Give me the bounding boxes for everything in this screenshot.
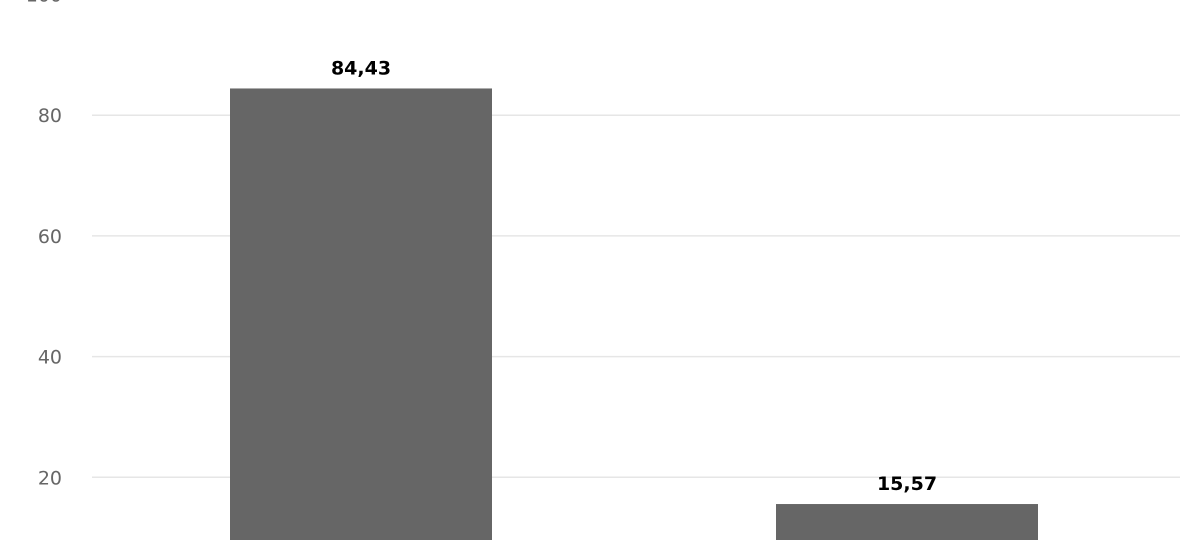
y-tick-label: 80 <box>38 105 62 127</box>
y-tick-label: 60 <box>38 226 62 248</box>
y-tick-label: 40 <box>38 347 62 369</box>
bar <box>776 504 1038 540</box>
data-label: 15,57 <box>877 473 937 495</box>
data-label: 84,43 <box>331 57 391 79</box>
y-tick-label: 100 <box>26 0 62 7</box>
y-tick-label: 20 <box>38 467 62 489</box>
bar <box>230 88 492 540</box>
